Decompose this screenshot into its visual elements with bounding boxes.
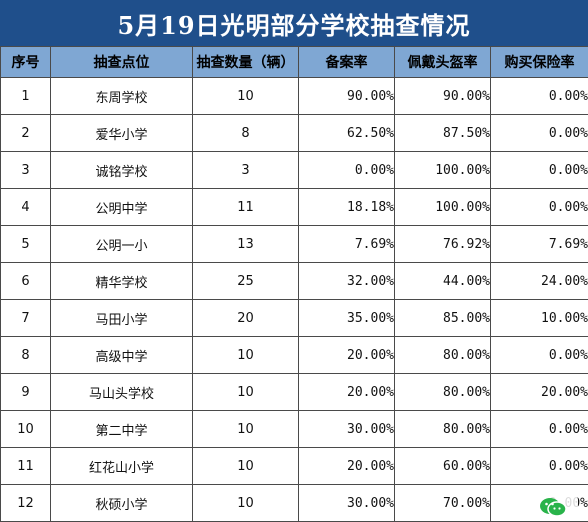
header-row: 序号 抽查点位 抽查数量（辆） 备案率 佩戴头盔率 购买保险率 [1, 47, 588, 78]
cell-insurance-rate: 7.69% [491, 226, 588, 263]
cell-count: 13 [193, 226, 299, 263]
cell-site: 公明一小 [51, 226, 193, 263]
cell-filing-rate: 18.18% [299, 189, 395, 226]
table-row: 5 公明一小 13 7.69% 76.92% 7.69% [1, 226, 588, 263]
cell-helmet-rate: 76.92% [395, 226, 491, 263]
cell-insurance-rate: 0.00% [491, 337, 588, 374]
cell-index: 8 [1, 337, 51, 374]
table-row: 2 爱华小学 8 62.50% 87.50% 0.00% [1, 115, 588, 152]
wechat-icon [536, 496, 570, 518]
cell-filing-rate: 20.00% [299, 374, 395, 411]
cell-count: 20 [193, 300, 299, 337]
cell-count: 10 [193, 337, 299, 374]
cell-filing-rate: 32.00% [299, 263, 395, 300]
cell-site: 爱华小学 [51, 115, 193, 152]
table-row: 6 精华学校 25 32.00% 44.00% 24.00% [1, 263, 588, 300]
header-insurance-rate: 购买保险率 [491, 47, 588, 78]
cell-insurance-rate: 0.00% [491, 115, 588, 152]
cell-insurance-rate: 0.00% [491, 448, 588, 485]
header-helmet-rate: 佩戴头盔率 [395, 47, 491, 78]
cell-site: 秋硕小学 [51, 485, 193, 522]
cell-filing-rate: 90.00% [299, 78, 395, 115]
cell-index: 9 [1, 374, 51, 411]
table-row: 3 诚铭学校 3 0.00% 100.00% 0.00% [1, 152, 588, 189]
cell-helmet-rate: 60.00% [395, 448, 491, 485]
cell-site: 红花山小学 [51, 448, 193, 485]
cell-site: 马田小学 [51, 300, 193, 337]
cell-site: 公明中学 [51, 189, 193, 226]
table-row: 10 第二中学 10 30.00% 80.00% 0.00% [1, 411, 588, 448]
cell-helmet-rate: 100.00% [395, 189, 491, 226]
cell-filing-rate: 35.00% [299, 300, 395, 337]
cell-filing-rate: 20.00% [299, 448, 395, 485]
cell-insurance-rate: 0.00% [491, 411, 588, 448]
cell-count: 3 [193, 152, 299, 189]
cell-index: 10 [1, 411, 51, 448]
cell-helmet-rate: 80.00% [395, 337, 491, 374]
cell-helmet-rate: 85.00% [395, 300, 491, 337]
cell-count: 25 [193, 263, 299, 300]
table-row: 4 公明中学 11 18.18% 100.00% 0.00% [1, 189, 588, 226]
header-count: 抽查数量（辆） [193, 47, 299, 78]
cell-filing-rate: 30.00% [299, 411, 395, 448]
watermark-badge [528, 494, 578, 520]
table-row: 1 东周学校 10 90.00% 90.00% 0.00% [1, 78, 588, 115]
cell-helmet-rate: 70.00% [395, 485, 491, 522]
cell-filing-rate: 30.00% [299, 485, 395, 522]
cell-filing-rate: 7.69% [299, 226, 395, 263]
cell-index: 1 [1, 78, 51, 115]
cell-insurance-rate: 10.00% [491, 300, 588, 337]
cell-index: 2 [1, 115, 51, 152]
table-row: 9 马山头学校 10 20.00% 80.00% 20.00% [1, 374, 588, 411]
cell-index: 11 [1, 448, 51, 485]
table-row: 11 红花山小学 10 20.00% 60.00% 0.00% [1, 448, 588, 485]
cell-count: 10 [193, 374, 299, 411]
cell-insurance-rate: 0.00% [491, 78, 588, 115]
cell-index: 3 [1, 152, 51, 189]
cell-count: 11 [193, 189, 299, 226]
table-row: 7 马田小学 20 35.00% 85.00% 10.00% [1, 300, 588, 337]
cell-insurance-rate: 24.00% [491, 263, 588, 300]
cell-filing-rate: 0.00% [299, 152, 395, 189]
cell-count: 10 [193, 78, 299, 115]
cell-filing-rate: 62.50% [299, 115, 395, 152]
table-row: 12 秋硕小学 10 30.00% 70.00% 0.00% [1, 485, 588, 522]
inspection-table: 序号 抽查点位 抽查数量（辆） 备案率 佩戴头盔率 购买保险率 1 东周学校 1… [0, 46, 588, 522]
cell-count: 10 [193, 485, 299, 522]
cell-site: 高级中学 [51, 337, 193, 374]
cell-index: 6 [1, 263, 51, 300]
cell-helmet-rate: 44.00% [395, 263, 491, 300]
cell-index: 7 [1, 300, 51, 337]
cell-insurance-rate: 20.00% [491, 374, 588, 411]
cell-site: 马山头学校 [51, 374, 193, 411]
cell-count: 10 [193, 448, 299, 485]
header-filing-rate: 备案率 [299, 47, 395, 78]
cell-helmet-rate: 87.50% [395, 115, 491, 152]
cell-count: 8 [193, 115, 299, 152]
cell-helmet-rate: 80.00% [395, 374, 491, 411]
cell-count: 10 [193, 411, 299, 448]
cell-index: 12 [1, 485, 51, 522]
cell-index: 4 [1, 189, 51, 226]
cell-filing-rate: 20.00% [299, 337, 395, 374]
cell-helmet-rate: 80.00% [395, 411, 491, 448]
cell-site: 东周学校 [51, 78, 193, 115]
cell-helmet-rate: 100.00% [395, 152, 491, 189]
cell-site: 诚铭学校 [51, 152, 193, 189]
cell-insurance-rate: 0.00% [491, 152, 588, 189]
cell-site: 第二中学 [51, 411, 193, 448]
sheet-title: 5月19日光明部分学校抽查情况 [0, 0, 588, 46]
header-index: 序号 [1, 47, 51, 78]
table-row: 8 高级中学 10 20.00% 80.00% 0.00% [1, 337, 588, 374]
cell-index: 5 [1, 226, 51, 263]
cell-helmet-rate: 90.00% [395, 78, 491, 115]
header-site: 抽查点位 [51, 47, 193, 78]
table-body: 1 东周学校 10 90.00% 90.00% 0.00% 2 爱华小学 8 6… [1, 78, 588, 522]
cell-insurance-rate: 0.00% [491, 189, 588, 226]
cell-site: 精华学校 [51, 263, 193, 300]
